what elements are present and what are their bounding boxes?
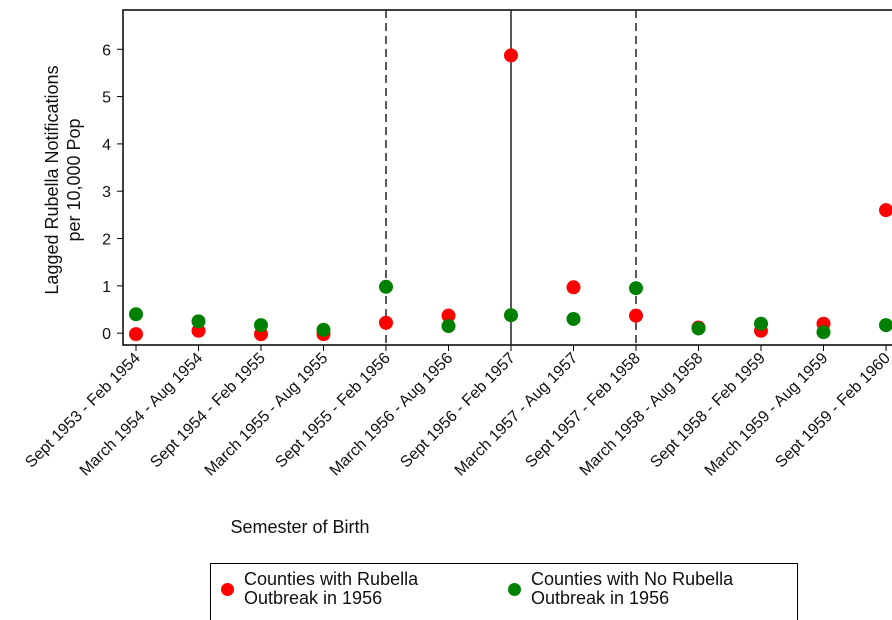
point [879, 203, 892, 218]
legend-item: Counties with Rubella Outbreak in 1956 [221, 570, 459, 608]
legend: Counties with Rubella Outbreak in 1956 Co… [210, 563, 798, 620]
point [629, 308, 643, 323]
point [316, 322, 331, 337]
x-tick-label: March 1954 - Aug 1954 [77, 350, 207, 480]
x-tick-label: Sept 1956 - Feb 1957 [397, 350, 519, 472]
point [379, 279, 393, 294]
x-tick-label: March 1959 - Aug 1959 [702, 350, 832, 480]
point [129, 307, 143, 322]
x-tick-label: Sept 1953 - Feb 1954 [22, 350, 144, 472]
x-axis-label: Semester of Birth [230, 517, 369, 537]
point [816, 325, 831, 340]
x-tick-label: March 1955 - Aug 1955 [202, 350, 332, 480]
x-tick-label: March 1958 - Aug 1958 [577, 350, 707, 480]
point [629, 281, 643, 296]
y-tick-label: 2 [102, 232, 111, 249]
legend-marker [508, 582, 521, 596]
y-tick-label: 5 [102, 90, 111, 107]
point [191, 314, 206, 329]
y-tick-label: 1 [102, 279, 111, 296]
point [566, 311, 581, 326]
legend-item: Counties with No Rubella Outbreak in 195… [508, 570, 786, 608]
x-tick-label: Sept 1954 - Feb 1955 [147, 350, 269, 472]
legend-marker [221, 582, 234, 596]
point [879, 318, 892, 333]
y-tick-label: 3 [102, 184, 111, 201]
point [504, 48, 518, 63]
point [441, 319, 456, 334]
legend-label: Counties with Rubella Outbreak in 1956 [244, 569, 419, 608]
y-axis-label: Lagged Rubella Notifications [42, 65, 62, 294]
x-tick-label: Sept 1958 - Feb 1959 [647, 350, 769, 472]
y-axis-label: per 10,000 Pop [64, 118, 84, 241]
x-tick-label: Sept 1959 - Feb 1960 [772, 350, 892, 472]
x-tick-label: Sept 1955 - Feb 1956 [272, 350, 394, 472]
legend-label: Counties with No Rubella Outbreak in 195… [531, 569, 734, 608]
point [504, 308, 518, 323]
point [691, 321, 706, 336]
y-tick-label: 4 [102, 137, 111, 154]
y-tick-label: 6 [102, 42, 111, 59]
x-tick-label: March 1957 - Aug 1957 [452, 350, 582, 480]
point [566, 280, 581, 295]
x-tick-label: Sept 1957 - Feb 1958 [522, 350, 644, 472]
point [379, 315, 393, 330]
point [441, 308, 456, 323]
point [254, 318, 268, 333]
y-tick-label: 0 [102, 326, 111, 343]
point [129, 327, 143, 342]
x-tick-label: March 1956 - Aug 1956 [327, 350, 457, 480]
point [754, 316, 768, 331]
